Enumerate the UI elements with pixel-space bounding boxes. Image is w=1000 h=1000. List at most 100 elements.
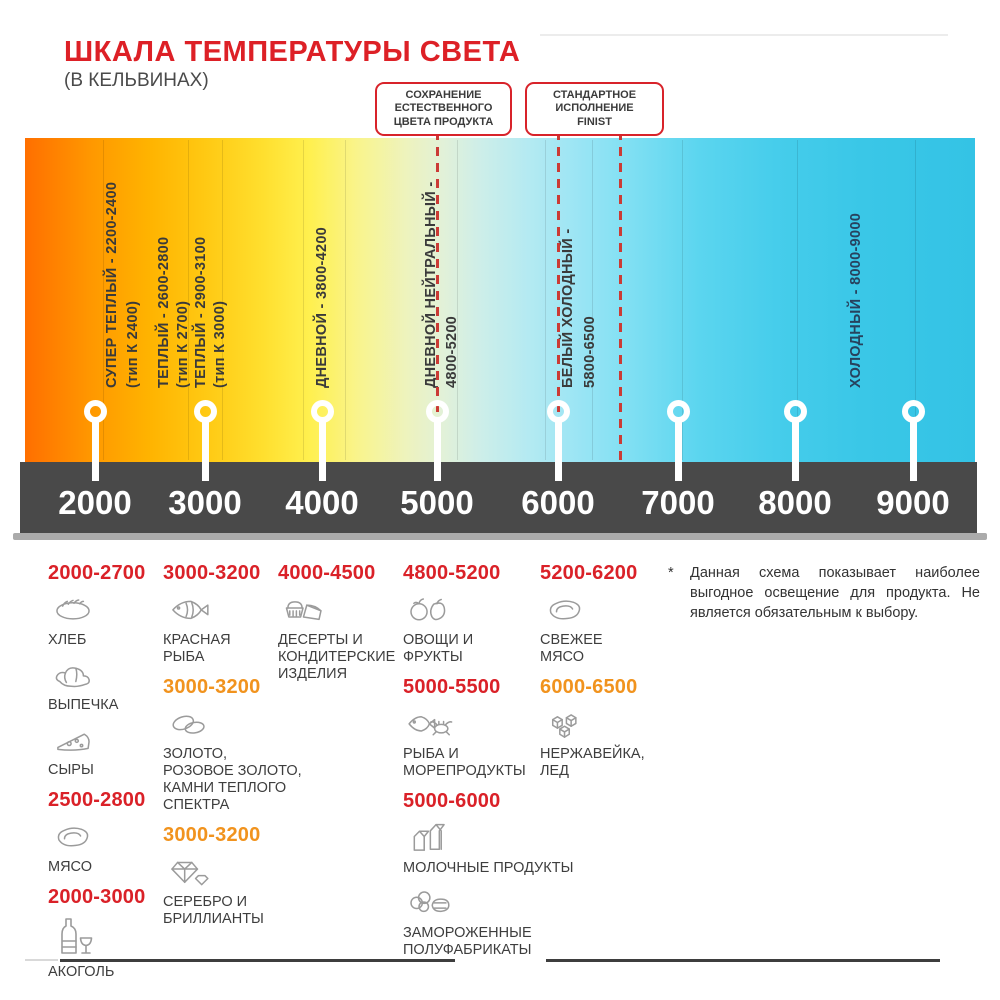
product-label: МЯСО xyxy=(48,859,145,876)
meat-icon xyxy=(48,818,145,857)
product-item: ВЫПЕЧКА xyxy=(48,656,145,714)
page-subtitle: (В КЕЛЬВИНАХ) xyxy=(64,70,209,91)
band-separator-line xyxy=(188,140,189,460)
callout-line: FINIST xyxy=(577,115,612,128)
scale-marker-ring xyxy=(783,400,807,423)
product-label-line: РОЗОВОЕ ЗОЛОТО, xyxy=(163,763,302,779)
diamond-icon xyxy=(163,853,302,892)
product-label-line: КРАСНАЯ xyxy=(163,632,231,648)
kelvin-range-label: 3000-3200 xyxy=(163,562,261,584)
product-label-line: ЗОЛОТО, xyxy=(163,746,228,762)
ice-icon xyxy=(540,705,645,744)
product-item: РЫБА И МОРЕПРОДУКТЫ xyxy=(403,705,573,780)
scale-marker-stem xyxy=(554,421,562,481)
callout-line: СТАНДАРТНОЕ xyxy=(552,88,637,101)
band-separator-line xyxy=(915,140,916,460)
axis-tick-9000: 9000 xyxy=(876,484,950,521)
bottom-frame-line xyxy=(546,959,940,962)
scale-marker-ring xyxy=(193,400,217,423)
band-label: 4800-5200 xyxy=(444,315,460,388)
product-label: КРАСНАЯ РЫБА xyxy=(163,632,302,666)
product-column: 4000-4500 ДЕСЕРТЫ И КОНДИТЕРСКИЕ ИЗДЕЛИЯ xyxy=(278,560,395,690)
scale-marker-ring xyxy=(901,400,925,423)
band-label: ХОЛОДНЫЙ - 8000-9000 xyxy=(848,212,864,388)
product-label-line: МОРЕПРОДУКТЫ xyxy=(403,763,526,779)
product-label-line: ФРУКТЫ xyxy=(403,649,463,665)
product-label-line: МЯСО xyxy=(540,649,584,665)
kelvin-range-label: 6000-6500 xyxy=(540,676,638,698)
callout-line: ЦВЕТА ПРОДУКТА xyxy=(393,115,494,128)
axis-tick-7000: 7000 xyxy=(641,484,715,521)
band-label: (тип К 2700) xyxy=(175,300,191,388)
product-label: АКОГОЛЬ xyxy=(48,964,145,981)
kelvin-range-label: 2000-2700 xyxy=(48,562,146,584)
product-label-line: СЫРЫ xyxy=(48,762,94,778)
scale-marker-ring xyxy=(546,400,570,423)
vegetables-fruits-icon xyxy=(403,591,573,630)
product-label-line: ЛЕД xyxy=(540,763,570,779)
footnote-text: Данная схема показывает наиболее выгодно… xyxy=(690,565,980,621)
product-label-line: СПЕКТРА xyxy=(163,797,230,813)
product-item: НЕРЖАВЕЙКА, ЛЕД xyxy=(540,705,645,780)
product-item: СЫРЫ xyxy=(48,721,145,779)
bottom-frame-line xyxy=(60,959,455,962)
kelvin-range-label: 4000-4500 xyxy=(278,562,376,584)
divider-line xyxy=(540,34,948,36)
cheese-icon xyxy=(48,721,145,760)
kelvin-range-label: 5200-6200 xyxy=(540,562,638,584)
alcohol-icon xyxy=(48,915,145,962)
product-column: 3000-3200 КРАСНАЯ РЫБА 3000-3200 ЗОЛОТО, РОЗО… xyxy=(163,560,302,935)
desserts-icon xyxy=(278,591,395,630)
fresh-meat-icon xyxy=(540,591,645,630)
axis-shadow xyxy=(13,533,987,540)
product-column: 4800-5200 ОВОЩИ И ФРУКТЫ 5000-5500 РЫБА И МОР… xyxy=(403,560,573,966)
product-label-line: МОЛОЧНЫЕ ПРОДУКТЫ xyxy=(403,860,574,876)
product-label-line: ИЗДЕЛИЯ xyxy=(278,666,348,682)
axis-tick-8000: 8000 xyxy=(758,484,832,521)
kelvin-range-label: 4800-5200 xyxy=(403,562,501,584)
axis-tick-2000: 2000 xyxy=(58,484,132,521)
product-item: ОВОЩИ И ФРУКТЫ xyxy=(403,591,573,666)
scale-marker-stem xyxy=(791,421,799,481)
rings-icon xyxy=(163,705,302,744)
callout-dash-line xyxy=(435,131,439,478)
band-separator-line xyxy=(797,140,798,460)
product-label: ДЕСЕРТЫ И КОНДИТЕРСКИЕ ИЗДЕЛИЯ xyxy=(278,632,395,683)
product-label-line: РЫБА xyxy=(163,649,205,665)
product-label: ХЛЕБ xyxy=(48,632,145,649)
band-separator-line xyxy=(682,140,683,460)
band-separator-line xyxy=(303,140,304,460)
croissant-icon xyxy=(48,656,145,695)
product-label: НЕРЖАВЕЙКА, ЛЕД xyxy=(540,746,645,780)
product-label-line: ЗАМОРОЖЕННЫЕ xyxy=(403,925,532,941)
product-column: 5200-6200 СВЕЖЕЕ МЯСО 6000-6500 НЕРЖАВЕЙКА, Л… xyxy=(540,560,645,787)
band-label: ДНЕВНОЙ - 3800-4200 xyxy=(314,226,330,388)
band-label: БЕЛЫЙ ХОЛОДНЫЙ - xyxy=(560,228,576,388)
product-item: СЕРЕБРО И БРИЛЛИАНТЫ xyxy=(163,853,302,928)
product-label-line: СВЕЖЕЕ xyxy=(540,632,603,648)
band-label: СУПЕР ТЕПЛЫЙ - 2200-2400 xyxy=(104,181,120,388)
band-label: ТЕПЛЫЙ - 2600-2800 xyxy=(156,236,172,388)
kelvin-range-label: 2000-3000 xyxy=(48,886,146,908)
product-label: ОВОЩИ И ФРУКТЫ xyxy=(403,632,573,666)
scale-marker-stem xyxy=(433,421,441,481)
kelvin-axis-bar xyxy=(20,462,977,533)
product-label: СВЕЖЕЕ МЯСО xyxy=(540,632,645,666)
callout-dash-line xyxy=(618,131,622,462)
kelvin-range-label: 3000-3200 xyxy=(163,676,261,698)
kelvin-range-label: 5000-6000 xyxy=(403,790,501,812)
product-label-line: КОНДИТЕРСКИЕ xyxy=(278,649,396,665)
page-title: ШКАЛА ТЕМПЕРАТУРЫ СВЕТА xyxy=(64,36,521,68)
fish-icon xyxy=(163,591,302,630)
kelvin-range-label: 5000-5500 xyxy=(403,676,501,698)
callout-line: СОХРАНЕНИЕ xyxy=(405,88,482,101)
kelvin-range-label: 2500-2800 xyxy=(48,789,146,811)
scale-marker-stem xyxy=(201,421,209,481)
product-label-line: МЯСО xyxy=(48,859,92,875)
product-label: РЫБА И МОРЕПРОДУКТЫ xyxy=(403,746,573,780)
axis-tick-5000: 5000 xyxy=(400,484,474,521)
frozen-icon xyxy=(403,884,573,923)
product-label-line: СЕРЕБРО И xyxy=(163,894,248,910)
product-label-line: БРИЛЛИАНТЫ xyxy=(163,911,264,927)
product-item: ЗАМОРОЖЕННЫЕ ПОЛУФАБРИКАТЫ xyxy=(403,884,573,959)
